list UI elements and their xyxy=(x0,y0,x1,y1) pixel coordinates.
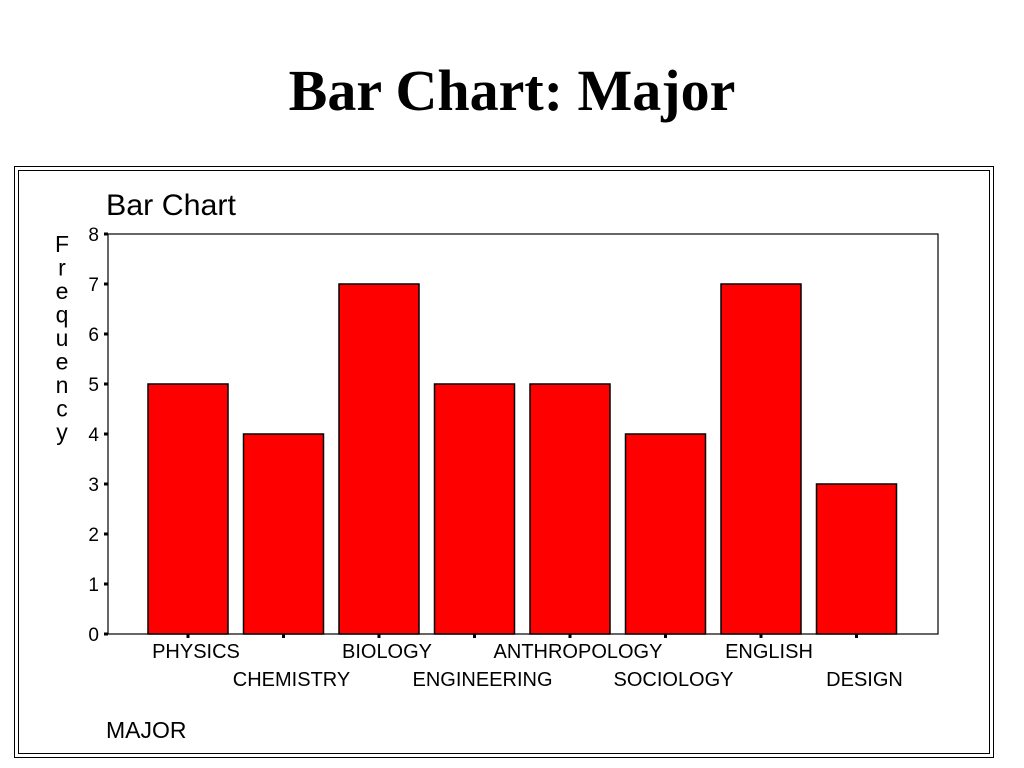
bar-anthropology xyxy=(529,383,611,635)
y-tick-label: 4 xyxy=(88,425,99,446)
bar-physics xyxy=(147,383,229,635)
y-tick-label: 7 xyxy=(88,275,99,296)
bar-english xyxy=(720,283,802,635)
x-axis-label: MAJOR xyxy=(106,717,187,743)
bar-engineering xyxy=(433,383,516,635)
y-tick-label: 8 xyxy=(88,225,99,246)
chart-frame-outer xyxy=(14,166,994,758)
x-tick-label-biology: BIOLOGY xyxy=(342,641,432,663)
x-tick-label-engineering: ENGINEERING xyxy=(412,669,552,691)
slide-title: Bar Chart: Major xyxy=(288,58,736,123)
y-tick-label: 2 xyxy=(88,525,99,546)
bar-chemistry xyxy=(242,433,325,635)
y-tick-label: 1 xyxy=(88,575,99,596)
bar-biology xyxy=(338,283,420,635)
x-tick-label-english: ENGLISH xyxy=(725,641,813,663)
y-tick-label: 3 xyxy=(88,475,99,496)
y-tick-label: 0 xyxy=(88,625,99,646)
x-tick-label-sociology: SOCIOLOGY xyxy=(613,669,733,691)
x-tick-label-design: DESIGN xyxy=(826,669,903,691)
x-tick-label-anthropology: ANTHROPOLOGY xyxy=(494,641,663,663)
y-tick-label: 5 xyxy=(88,375,99,396)
bar-design xyxy=(815,483,898,635)
plot-area xyxy=(107,233,939,635)
chart-frame-inner xyxy=(18,170,990,754)
x-tick-label-chemistry: CHEMISTRY xyxy=(233,669,350,691)
chart-title: Bar Chart xyxy=(106,189,237,222)
bar-sociology xyxy=(624,433,707,635)
x-tick-label-physics: PHYSICS xyxy=(152,641,240,663)
y-tick-label: 6 xyxy=(88,325,99,346)
